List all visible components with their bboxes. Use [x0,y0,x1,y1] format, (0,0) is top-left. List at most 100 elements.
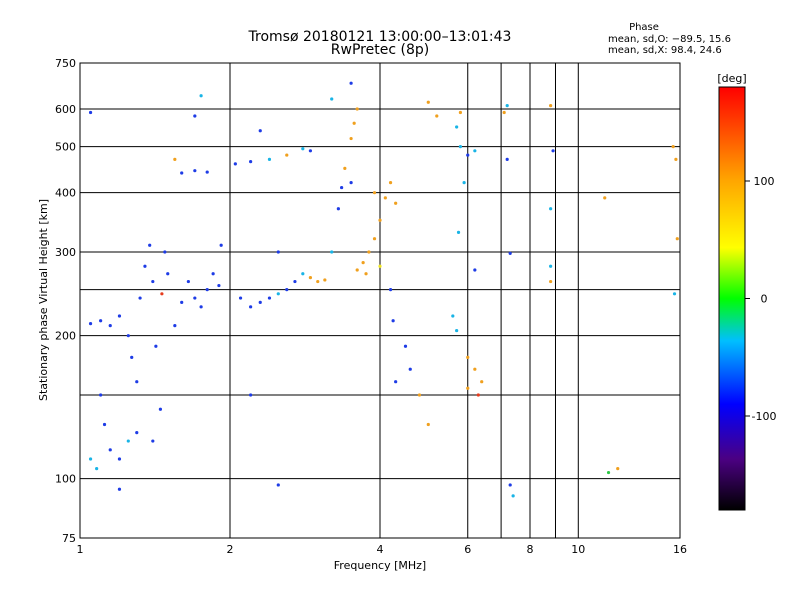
data-point [205,170,209,174]
data-point [143,264,147,268]
data-point [352,121,356,125]
data-point [502,110,506,115]
data-point [88,110,93,115]
data-point [473,367,477,371]
data-point [349,136,353,141]
data-point [95,466,99,471]
data-point [388,288,393,292]
data-point [330,250,334,254]
data-point [388,181,393,185]
data-point [511,494,515,498]
data-point [233,162,237,166]
x-axis-label: Frequency [MHz] [334,559,426,572]
data-point [180,171,184,175]
data-point [330,97,334,101]
data-point [267,296,272,300]
data-point [606,470,611,475]
stats-line-o: mean, sd,O: −89.5, 15.6 [608,34,731,45]
data-point [160,292,164,296]
data-point [403,344,408,348]
data-point [372,237,377,241]
data-point [458,110,463,115]
data-point [285,288,289,292]
data-point [603,196,607,200]
data-point [126,334,130,338]
data-point [126,439,130,443]
data-point [549,279,553,284]
data-point [285,153,289,157]
data-point [249,160,253,164]
data-point [505,157,509,162]
data-point [138,296,142,300]
data-point [616,466,620,471]
data-point [88,457,93,461]
data-point [173,157,177,162]
data-point [343,166,347,170]
y-tick-label: 500 [55,141,76,154]
data-point [367,250,371,254]
stats-line-x: mean, sd,X: 98.4, 24.6 [608,45,722,56]
data-point [508,251,512,256]
data-point [267,157,272,162]
data-point [199,305,203,309]
x-tick-label: 6 [464,543,471,556]
data-point [408,367,412,371]
data-point [130,355,134,359]
data-point [458,145,463,149]
data-point [551,149,555,153]
data-point [117,314,122,318]
data-point [505,104,509,108]
colorbar-tick-label: 0 [761,293,768,306]
data-point [361,261,365,265]
data-point [108,323,112,328]
y-tick-label: 300 [55,246,76,259]
data-point [102,422,107,427]
x-tick-label: 10 [571,543,585,556]
y-tick-label: 600 [55,103,76,116]
data-point [674,157,678,162]
data-point [508,483,512,487]
x-tick-label: 8 [527,543,534,556]
data-point [456,230,461,234]
data-point [455,125,459,129]
data-point [355,268,359,272]
colorbar-tick-label: -100 [752,410,777,423]
data-point [193,114,197,118]
data-point [462,181,466,185]
data-point [391,319,395,323]
data-point [301,272,305,276]
data-point [355,107,359,111]
data-point [117,457,122,461]
y-tick-label: 200 [55,330,76,343]
x-tick-label: 1 [77,543,84,556]
y-tick-label: 750 [55,57,76,70]
data-point [466,355,470,359]
x-tick-label: 16 [673,543,687,556]
colorbar [718,86,746,511]
data-point [364,272,368,276]
data-point [372,191,377,195]
data-point [258,300,262,304]
data-point [163,250,167,254]
data-point [199,94,203,98]
data-point [276,250,280,254]
data-point [473,149,477,153]
data-point [193,296,197,300]
x-tick-label: 4 [377,543,384,556]
data-point [238,296,243,300]
data-point [151,439,155,443]
data-point [154,344,158,348]
colorbar-label: [deg] [717,72,746,85]
data-point [455,328,459,333]
data-point [166,272,170,276]
data-point [276,483,280,487]
data-point [217,283,221,288]
data-point [205,288,209,292]
data-point [301,147,305,151]
data-point [219,243,223,247]
data-point [249,305,253,309]
data-point [158,407,163,411]
data-point [173,323,177,328]
data-point [349,81,353,85]
